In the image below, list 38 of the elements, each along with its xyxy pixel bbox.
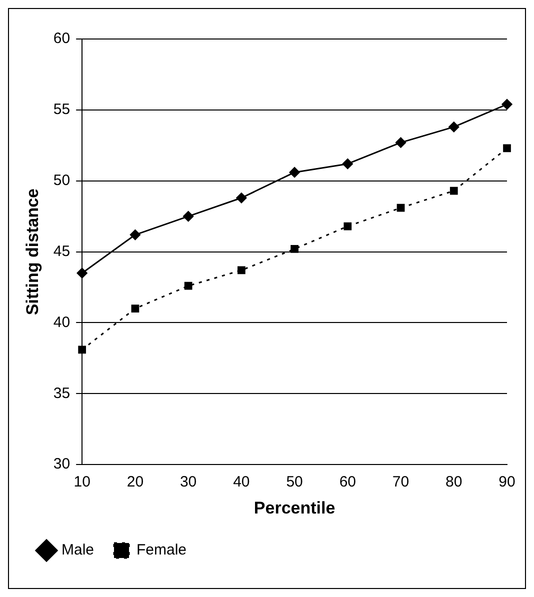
x-tick-label: 20 [126,474,144,491]
y-tick-label: 45 [53,242,70,260]
y-axis-title: Sitting distance [22,188,42,316]
point [78,346,86,354]
point [342,158,353,170]
point [130,230,140,240]
point [502,99,512,110]
x-tick-label: 10 [74,474,90,491]
x-tick-label: 80 [446,474,462,491]
x-tick-label: 60 [339,474,356,491]
point [448,122,460,132]
y-tick-label: 50 [53,172,70,190]
point [76,268,88,278]
y-tick-label: 60 [53,30,70,48]
point [236,192,247,204]
y-tick-label: 35 [53,384,70,402]
x-tick-label: 90 [498,474,516,491]
point [183,211,194,222]
y-tick-label: 30 [53,456,70,473]
point [396,204,405,212]
point [503,144,511,152]
x-tick-label: 40 [233,474,250,491]
legend-label: Male [62,542,94,559]
legend-label: Female [136,542,187,559]
point [450,186,458,195]
point [131,304,140,312]
y-tick-label: 55 [53,101,70,118]
point [289,167,300,178]
x-tick-label: 70 [392,474,410,491]
point [396,137,406,148]
point [237,266,246,274]
x-axis-title: Percentile [254,498,336,518]
point [344,222,352,230]
point [290,245,298,253]
point [184,282,192,290]
y-tick-label: 40 [53,314,70,331]
x-tick-label: 30 [180,474,197,491]
x-tick-label: 50 [286,474,303,491]
